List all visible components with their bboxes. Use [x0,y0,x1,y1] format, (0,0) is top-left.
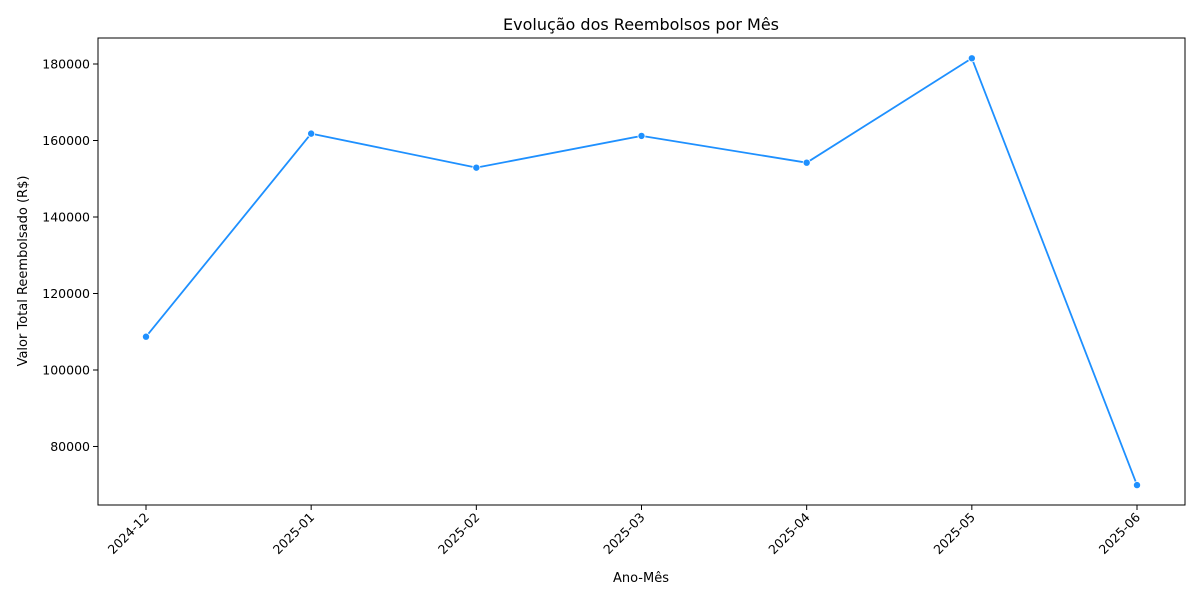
plot-area: 80000 100000 120000 140000 160000 180000 2024-… [42,37,1186,558]
y-tick-label: 80000 [50,439,90,454]
data-point [802,158,811,167]
x-tick-label: 2025-03 [600,510,648,558]
x-axis-label: Ano-Mês [613,571,669,586]
data-point [141,332,150,341]
data-point [637,131,646,140]
y-tick-label: 120000 [42,286,90,301]
x-tick-label: 2025-01 [270,510,318,558]
y-tick-label: 160000 [42,133,90,148]
x-tick-label: 2025-02 [435,510,483,558]
data-point [472,163,481,172]
x-tick-label: 2024-12 [105,510,153,558]
data-point [967,54,976,63]
plot-frame [97,37,1186,506]
x-tick-label: 2025-06 [1096,509,1144,557]
data-point [307,129,316,138]
chart-title: Evolução dos Reembolsos por Mês [503,15,779,34]
y-tick-label: 180000 [42,57,90,72]
y-tick-label: 100000 [42,362,90,377]
y-axis-label: Valor Total Reembolsado (R$) [16,176,31,367]
data-point [1133,481,1142,490]
x-tick-label: 2025-05 [930,510,978,558]
x-tick-label: 2025-04 [765,509,813,557]
y-tick-label: 140000 [42,209,90,224]
series-line [145,57,1138,486]
